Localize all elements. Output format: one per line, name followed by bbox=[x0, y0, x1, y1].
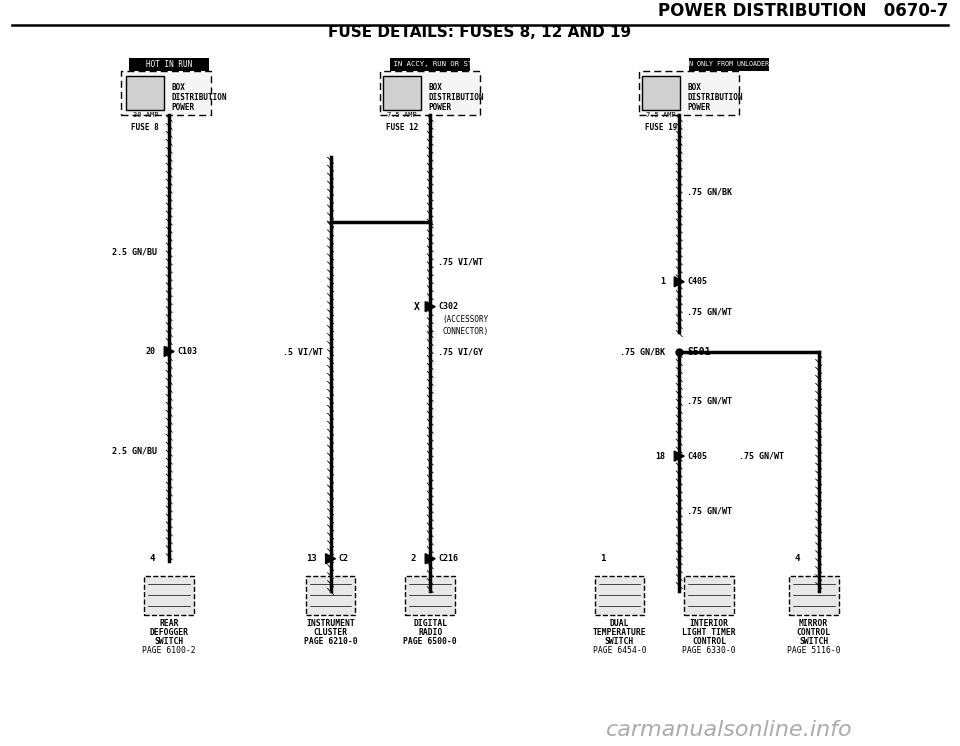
Text: .75 GN/BK: .75 GN/BK bbox=[687, 187, 732, 197]
Text: FUSE 19: FUSE 19 bbox=[645, 123, 678, 132]
Text: DUAL: DUAL bbox=[610, 619, 629, 628]
FancyBboxPatch shape bbox=[380, 71, 480, 116]
Text: REAR: REAR bbox=[159, 619, 179, 628]
Text: DISTRIBUTION: DISTRIBUTION bbox=[171, 93, 227, 102]
FancyBboxPatch shape bbox=[391, 57, 470, 71]
Polygon shape bbox=[164, 347, 174, 357]
Text: BOX: BOX bbox=[171, 83, 185, 92]
Text: RADIO: RADIO bbox=[418, 628, 443, 637]
FancyBboxPatch shape bbox=[127, 75, 164, 110]
Text: .75 GN/WT: .75 GN/WT bbox=[687, 507, 732, 515]
Text: C103: C103 bbox=[178, 347, 197, 356]
Text: C2: C2 bbox=[339, 554, 348, 563]
Text: HOT IN RUN: HOT IN RUN bbox=[146, 60, 192, 69]
Text: 7.5 AMP: 7.5 AMP bbox=[646, 113, 676, 119]
Text: C405: C405 bbox=[687, 278, 708, 286]
Text: INSTRUMENT: INSTRUMENT bbox=[306, 619, 355, 628]
Text: 2.5 GN/BU: 2.5 GN/BU bbox=[112, 447, 157, 456]
Text: DEFOGGER: DEFOGGER bbox=[150, 628, 189, 637]
Text: C405: C405 bbox=[687, 451, 708, 460]
Text: DISTRIBUTION: DISTRIBUTION bbox=[428, 93, 484, 102]
Text: BOX: BOX bbox=[428, 83, 442, 92]
Text: POWER DISTRIBUTION   0670-7: POWER DISTRIBUTION 0670-7 bbox=[658, 1, 948, 20]
Text: 7.5 AMP: 7.5 AMP bbox=[388, 113, 418, 119]
FancyBboxPatch shape bbox=[789, 576, 839, 615]
Text: CLUSTER: CLUSTER bbox=[314, 628, 348, 637]
Text: TEMPERATURE: TEMPERATURE bbox=[592, 628, 646, 637]
Text: (ACCESSORY: (ACCESSORY bbox=[443, 315, 489, 324]
Text: .75 VI/GY: .75 VI/GY bbox=[438, 347, 483, 356]
Text: .75 GN/WT: .75 GN/WT bbox=[739, 451, 784, 460]
FancyBboxPatch shape bbox=[642, 75, 681, 110]
Text: CONTROL: CONTROL bbox=[692, 637, 726, 646]
FancyBboxPatch shape bbox=[144, 576, 194, 615]
Text: INTERIOR: INTERIOR bbox=[689, 619, 729, 628]
Text: SWITCH: SWITCH bbox=[799, 637, 828, 646]
Text: 30 AMP: 30 AMP bbox=[132, 113, 158, 119]
Text: 1: 1 bbox=[600, 554, 606, 563]
Text: PAGE 6210-0: PAGE 6210-0 bbox=[303, 637, 357, 646]
Text: FUSE 12: FUSE 12 bbox=[386, 123, 419, 132]
Text: LIGHT TIMER: LIGHT TIMER bbox=[683, 628, 736, 637]
Polygon shape bbox=[674, 451, 684, 461]
Text: PAGE 6500-0: PAGE 6500-0 bbox=[403, 637, 457, 646]
FancyBboxPatch shape bbox=[383, 75, 421, 110]
FancyBboxPatch shape bbox=[594, 576, 644, 615]
Text: PAGE 6100-2: PAGE 6100-2 bbox=[142, 646, 196, 655]
FancyBboxPatch shape bbox=[130, 57, 209, 71]
Text: DIGITAL: DIGITAL bbox=[413, 619, 447, 628]
Polygon shape bbox=[325, 554, 336, 564]
FancyBboxPatch shape bbox=[689, 57, 769, 71]
Text: .75 GN/WT: .75 GN/WT bbox=[687, 397, 732, 406]
Text: 20: 20 bbox=[145, 347, 156, 356]
Text: X: X bbox=[415, 301, 420, 312]
Text: DISTRIBUTION: DISTRIBUTION bbox=[687, 93, 743, 102]
Text: C216: C216 bbox=[438, 554, 458, 563]
Text: .75 GN/BK: .75 GN/BK bbox=[620, 347, 665, 356]
Polygon shape bbox=[425, 554, 435, 564]
Text: carmanualsonline.info: carmanualsonline.info bbox=[606, 720, 852, 740]
Text: 2: 2 bbox=[411, 554, 417, 563]
Text: 4: 4 bbox=[150, 554, 156, 563]
Text: 13: 13 bbox=[306, 554, 317, 563]
Text: .5 VI/WT: .5 VI/WT bbox=[282, 347, 323, 356]
Text: S501: S501 bbox=[687, 346, 710, 357]
Text: POWER: POWER bbox=[687, 103, 710, 112]
FancyBboxPatch shape bbox=[684, 576, 734, 615]
Polygon shape bbox=[425, 301, 435, 312]
Text: FUSE DETAILS: FUSES 8, 12 AND 19: FUSE DETAILS: FUSES 8, 12 AND 19 bbox=[328, 25, 632, 40]
Text: C302: C302 bbox=[438, 302, 458, 311]
Text: .75 VI/WT: .75 VI/WT bbox=[438, 257, 483, 266]
Text: 4: 4 bbox=[795, 554, 800, 563]
Text: 1: 1 bbox=[660, 278, 665, 286]
Text: 2.5 GN/BU: 2.5 GN/BU bbox=[112, 248, 157, 257]
Text: BOX: BOX bbox=[687, 83, 701, 92]
Text: FUSE 8: FUSE 8 bbox=[132, 123, 159, 132]
FancyBboxPatch shape bbox=[639, 71, 739, 116]
FancyBboxPatch shape bbox=[305, 576, 355, 615]
Text: HOT IN ACCY, RUN OR START: HOT IN ACCY, RUN OR START bbox=[375, 61, 485, 67]
Polygon shape bbox=[674, 277, 684, 286]
Text: POWER: POWER bbox=[428, 103, 451, 112]
Text: CONNECTOR): CONNECTOR) bbox=[443, 327, 489, 336]
Text: SWITCH: SWITCH bbox=[155, 637, 183, 646]
Text: POWER: POWER bbox=[171, 103, 194, 112]
Text: PAGE 5116-0: PAGE 5116-0 bbox=[787, 646, 841, 655]
Text: PAGE 6330-0: PAGE 6330-0 bbox=[683, 646, 736, 655]
Text: 18: 18 bbox=[656, 451, 665, 460]
Text: SWITCH: SWITCH bbox=[605, 637, 635, 646]
Text: HOT IN RUN ONLY FROM UNLOADER RELAY K7: HOT IN RUN ONLY FROM UNLOADER RELAY K7 bbox=[653, 61, 805, 67]
Text: .75 GN/WT: .75 GN/WT bbox=[687, 307, 732, 316]
Text: CONTROL: CONTROL bbox=[797, 628, 830, 637]
FancyBboxPatch shape bbox=[121, 71, 211, 116]
FancyBboxPatch shape bbox=[405, 576, 455, 615]
Text: PAGE 6454-0: PAGE 6454-0 bbox=[592, 646, 646, 655]
Text: MIRROR: MIRROR bbox=[799, 619, 828, 628]
